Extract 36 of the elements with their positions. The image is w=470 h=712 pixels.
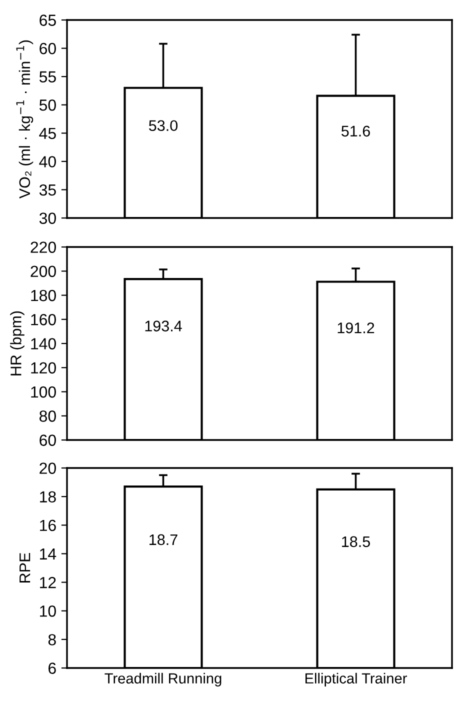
- y-tick-label: 12: [40, 576, 56, 588]
- y-tick-label: 60: [40, 42, 56, 54]
- y-tick-label: 8: [48, 634, 56, 646]
- y-tick-label: 18: [40, 491, 56, 503]
- y-tick-label: 120: [31, 362, 56, 374]
- y-axis-title: VO₂ (ml · kg$^{−1}$ · min$^{−1}$): [16, 40, 34, 199]
- data-label: 18.7: [150, 534, 178, 546]
- y-tick-label: 10: [40, 605, 56, 617]
- y-tick-label: 50: [39, 99, 56, 111]
- y-tick-label: 180: [31, 290, 56, 302]
- y-tick-label: 160: [31, 314, 56, 326]
- data-label: 18.5: [342, 536, 370, 548]
- y-tick-label: 20: [40, 462, 56, 474]
- x-tick-label: Elliptical Trainer: [305, 672, 407, 686]
- y-tick-label: 6: [48, 662, 56, 674]
- y-tick-label: 65: [40, 14, 56, 26]
- y-tick-label: 200: [30, 266, 56, 278]
- y-tick-label: 14: [40, 548, 56, 560]
- y-tick-label: 45: [39, 128, 56, 140]
- data-label: 193.4: [145, 320, 182, 332]
- y-tick-label: 220: [30, 242, 56, 253]
- y-tick-label: 40: [39, 156, 56, 168]
- x-tick-label: Treadmill Running: [104, 672, 222, 686]
- y-axis-title: HR (bpm): [10, 311, 24, 376]
- y-tick-label: 80: [40, 410, 56, 422]
- y-tick-label: 60: [40, 434, 56, 446]
- y-axis-title: RPE: [20, 552, 30, 582]
- y-tick-label: 140: [31, 338, 56, 350]
- y-tick-label: 16: [40, 520, 56, 532]
- data-label: 51.6: [341, 126, 370, 137]
- y-tick-label: 30: [39, 212, 56, 224]
- y-tick-label: 100: [31, 386, 56, 398]
- data-label: 191.2: [338, 322, 374, 334]
- y-tick-label: 55: [39, 71, 56, 83]
- data-label: 53.0: [148, 120, 178, 132]
- y-tick-label: 35: [39, 184, 56, 196]
